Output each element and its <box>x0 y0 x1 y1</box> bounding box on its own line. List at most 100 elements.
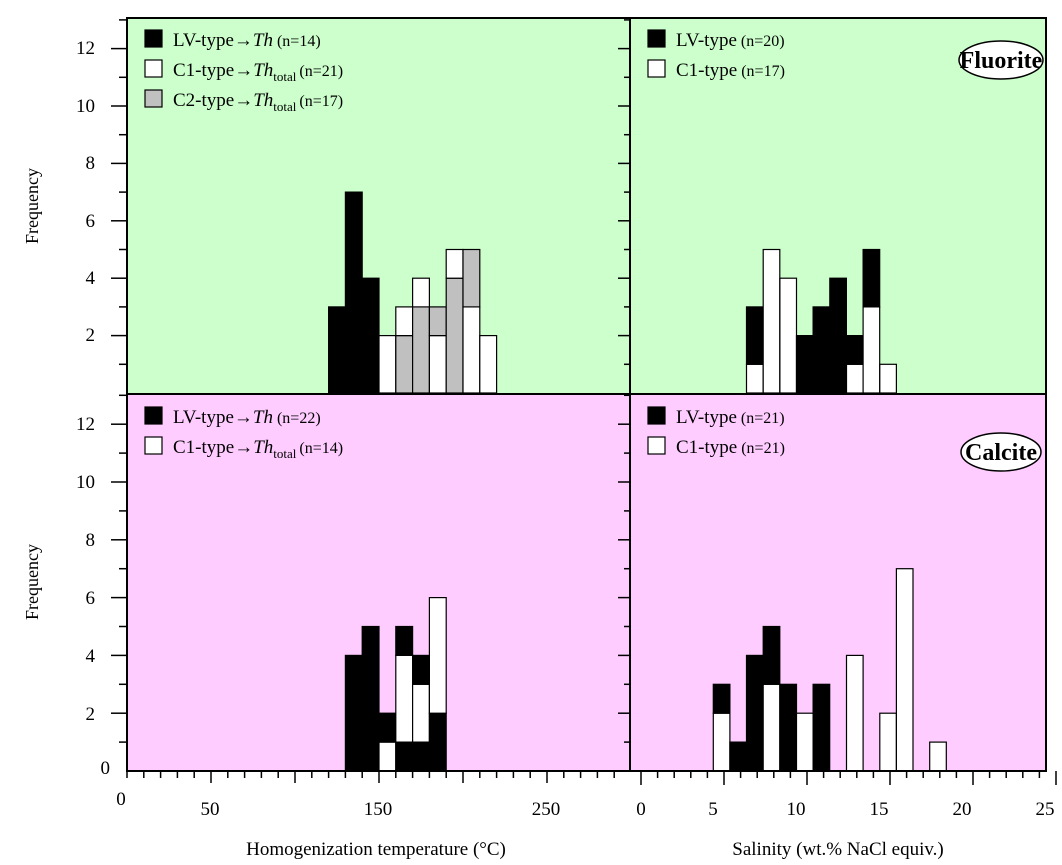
x-tick-label-temp-0: 0 <box>116 789 126 810</box>
calcite-salinity-bar-segment <box>762 625 781 685</box>
fluorite-temperature-bar-segment <box>412 277 431 308</box>
y-tick-label-top-2: 2 <box>86 325 96 346</box>
fluorite-salinity-bar-segment <box>845 363 864 394</box>
fluorite-temperature-bar-segment <box>412 306 431 394</box>
calcite-temperature-bar-segment <box>378 741 397 772</box>
x-axis-title-temperature: Homogenization temperature (°C) <box>246 839 506 860</box>
y-tick-label-bottom-8: 8 <box>86 530 96 551</box>
legend-layer: LV-type→Th (n=14) C1-type→Thtotal (n=21) C2-… <box>144 29 785 461</box>
y-tick-label-bottom-0: 0 <box>101 758 111 779</box>
legend-swatch <box>144 89 163 108</box>
fluorite-temperature-bar-segment <box>378 335 397 394</box>
mineral-label-ellipse <box>958 40 1044 80</box>
calcite-temperature-bar-segment <box>378 712 397 743</box>
fluorite-salinity-bar-segment <box>862 248 881 308</box>
fluorite-salinity-bar-segment <box>812 306 831 394</box>
x-tick-label-temp-150: 150 <box>364 799 393 820</box>
calcite-temperature-bar-segment <box>344 654 363 772</box>
fluorite-temperature-bar-segment <box>445 248 464 279</box>
x-tick-label-temp-250: 250 <box>532 799 561 820</box>
legend-swatch <box>647 59 666 78</box>
fluorite-salinity-bar-segment <box>795 335 814 394</box>
y-tick-labels: 2 4 6 8 10 12 0 2 4 6 8 10 12 <box>76 38 110 779</box>
fluorite-salinity-bar-segment <box>845 335 864 365</box>
fluorite-temperature-bar-segment <box>361 277 380 394</box>
legend-swatch <box>144 436 163 455</box>
legend-swatch <box>144 29 163 48</box>
legend-label: LV-type→Th (n=14) <box>173 30 321 51</box>
calcite-salinity-bar-segment <box>779 683 798 772</box>
x-tick-label-sal-20: 20 <box>953 799 972 820</box>
y-tick-label-bottom-12: 12 <box>76 414 95 435</box>
calcite-salinity-bar-segment <box>895 568 914 772</box>
y-tick-label-top-8: 8 <box>86 153 96 174</box>
legend-label: C2-type→Thtotal (n=17) <box>173 90 343 114</box>
fluorite-salinity-bar-segment <box>862 306 881 394</box>
legend-label: C1-type (n=21) <box>676 437 785 458</box>
calcite-temperature-bar-segment <box>412 654 431 685</box>
legend-label: C1-type→Thtotal (n=14) <box>173 437 343 461</box>
ticks-layer <box>111 19 1057 785</box>
fluorite-temperature-bar-segment <box>428 306 447 337</box>
calcite-salinity-bar-segment <box>729 741 748 772</box>
fluorite-temperature-bar-segment <box>344 191 363 394</box>
calcite-salinity-bar-segment <box>712 712 731 772</box>
mineral-label: Calcite <box>965 440 1037 466</box>
fluorite-salinity-bar-segment <box>745 306 764 365</box>
legend-label: LV-type (n=21) <box>676 407 785 428</box>
legend-swatch <box>647 436 666 455</box>
x-tick-label-sal-25: 25 <box>1036 799 1055 820</box>
x-tick-label-sal-0: 0 <box>636 799 646 820</box>
x-tick-labels-salinity: 0 5 10 15 20 25 <box>636 799 1054 820</box>
x-tick-labels-temperature: 0 50 150 250 <box>116 789 560 820</box>
calcite-salinity-bar-segment <box>845 654 864 772</box>
calcite-temperature-bar-segment <box>412 741 431 772</box>
calcite-temperature-bar-segment <box>395 741 414 772</box>
calcite-temperature-bar-segment <box>395 625 414 656</box>
x-tick-label-sal-10: 10 <box>787 799 806 820</box>
y-axis-title-bottom: Frequency <box>22 544 42 620</box>
legend-swatch <box>144 59 163 78</box>
y-tick-label-top-6: 6 <box>86 211 96 232</box>
legend-label: LV-type (n=20) <box>676 30 785 51</box>
fluorite-temperature-bar-segment <box>479 335 498 394</box>
y-tick-label-top-10: 10 <box>76 96 95 117</box>
fluorite-temperature-bar-segment <box>462 306 481 394</box>
fluorite-salinity-bar-segment <box>745 363 764 394</box>
y-tick-label-bottom-2: 2 <box>86 704 96 725</box>
x-tick-label-sal-5: 5 <box>708 799 718 820</box>
y-tick-label-top-12: 12 <box>76 38 95 59</box>
calcite-salinity-bar-segment <box>879 712 897 772</box>
calcite-salinity-bar-segment <box>762 683 781 772</box>
legend-swatch <box>647 29 666 48</box>
x-tick-label-temp-50: 50 <box>201 799 220 820</box>
fluorite-salinity-bar-segment <box>779 277 798 394</box>
fluorite-temperature-bar-segment <box>395 306 414 337</box>
y-tick-label-bottom-4: 4 <box>86 646 96 667</box>
fluorite-temperature-bar-segment <box>395 335 414 394</box>
legend-swatch <box>647 406 666 425</box>
x-axis-title-salinity: Salinity (wt.% NaCl equiv.) <box>732 839 943 860</box>
calcite-salinity-bar-segment <box>795 712 814 772</box>
fluorite-salinity-bar-segment <box>762 248 781 394</box>
calcite-temperature-bar-segment <box>428 712 447 772</box>
calcite-temperature-bar-segment <box>428 596 447 714</box>
fluorite-salinity-bar-segment <box>879 363 897 394</box>
y-tick-label-top-4: 4 <box>86 268 96 289</box>
calcite-temperature-bar-segment <box>395 654 414 743</box>
x-tick-label-sal-15: 15 <box>870 799 889 820</box>
mineral-label-layer: Fluorite Calcite <box>958 40 1044 472</box>
calcite-temperature-bar-segment <box>412 683 431 743</box>
calcite-salinity-bar-segment <box>712 683 731 714</box>
calcite-salinity-bar-segment <box>812 683 831 772</box>
legend-swatch <box>144 406 163 425</box>
legend-label: LV-type→Th (n=22) <box>173 407 321 428</box>
calcite-salinity-bar-segment <box>929 741 947 772</box>
fluorite-temperature-bar-segment <box>428 335 447 394</box>
calcite-temperature-bar-segment <box>361 625 380 772</box>
fluorite-salinity-bar-segment <box>829 277 847 394</box>
fluorite-temperature-bar-segment <box>328 306 347 394</box>
mineral-label: Fluorite <box>960 48 1043 74</box>
y-tick-label-bottom-10: 10 <box>76 472 95 493</box>
legend-label: C1-type (n=17) <box>676 60 785 81</box>
